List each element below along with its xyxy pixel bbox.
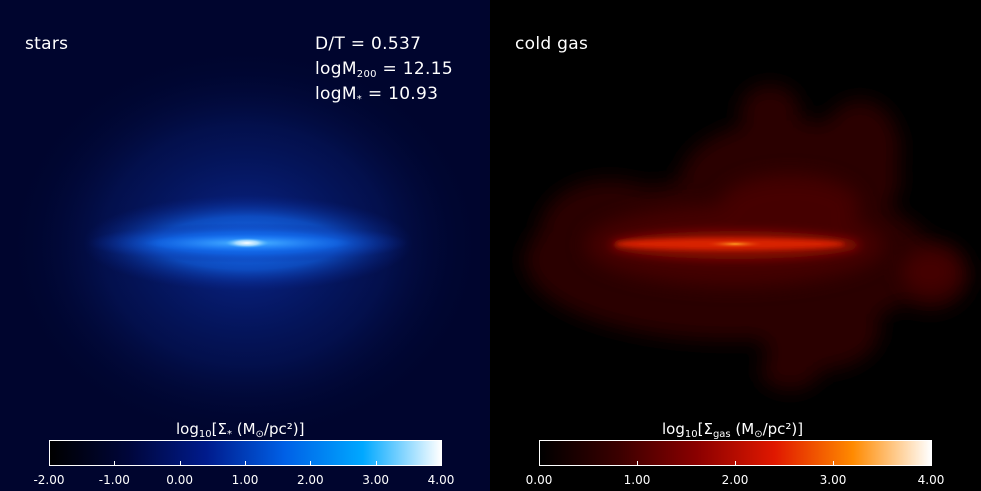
cold-gas-panel: cold gas log10[Σgas (M⊙/pc²)] 0.00 1.00 2.… [490,0,981,491]
stars-colorbar-tick-mark [179,461,181,466]
gas-colorbar-tick-mark [735,461,736,466]
stars-colorbar-tick-mark [245,461,246,466]
gas-colorbar-tick-label: 4.00 [917,473,945,487]
stars-panel: stars D/T = 0.537 logM200 = 12.15 logM* … [0,0,490,491]
gas-colorbar-tick-mark [833,461,834,466]
stars-colorbar-tick-label: 4.00 [427,473,455,487]
stars-colorbar-tick-mark [310,461,312,466]
stars-surface-density-map [5,45,485,445]
gas-colorbar-tick-mark [539,461,540,466]
stars-colorbar-tick-label: -1.00 [98,473,130,487]
cold-gas-label: cold gas [515,34,589,54]
stars-colorbar-tick-mark [375,461,377,466]
stars-colorbar-tick-label: -2.00 [33,473,65,487]
gas-colorbar-tick-label: 2.00 [721,473,749,487]
stars-colorbar-tick-label: 2.00 [296,473,324,487]
stars-colorbar-tick-mark [49,461,50,466]
stars-colorbar-tick-mark [114,461,116,466]
stellar-mass-label: logM* = 10.93 [315,84,439,105]
disk-to-total-ratio: D/T = 0.537 [315,34,422,54]
stars-colorbar-tick-label: 3.00 [362,473,390,487]
gas-colorbar-title: log10[Σgas (M⊙/pc²)] [662,420,804,440]
stars-colorbar-tick-label: 0.00 [166,473,194,487]
stars-colorbar-tick-label: 1.00 [231,473,259,487]
cold-gas-surface-density-map [525,85,970,390]
stars-colorbar-tick-mark [441,461,442,466]
gas-colorbar-tick-label: 3.00 [819,473,847,487]
stars-label: stars [25,34,69,54]
gas-colorbar-tick-mark [931,461,932,466]
gas-colorbar-tick-mark [637,461,638,466]
gas-colorbar-tick-label: 1.00 [623,473,651,487]
gas-colorbar-tick-label: 0.00 [525,473,553,487]
halo-mass-label: logM200 = 12.15 [315,59,453,80]
stars-colorbar-title: log10[Σ* (M⊙/pc²)] [176,420,305,440]
